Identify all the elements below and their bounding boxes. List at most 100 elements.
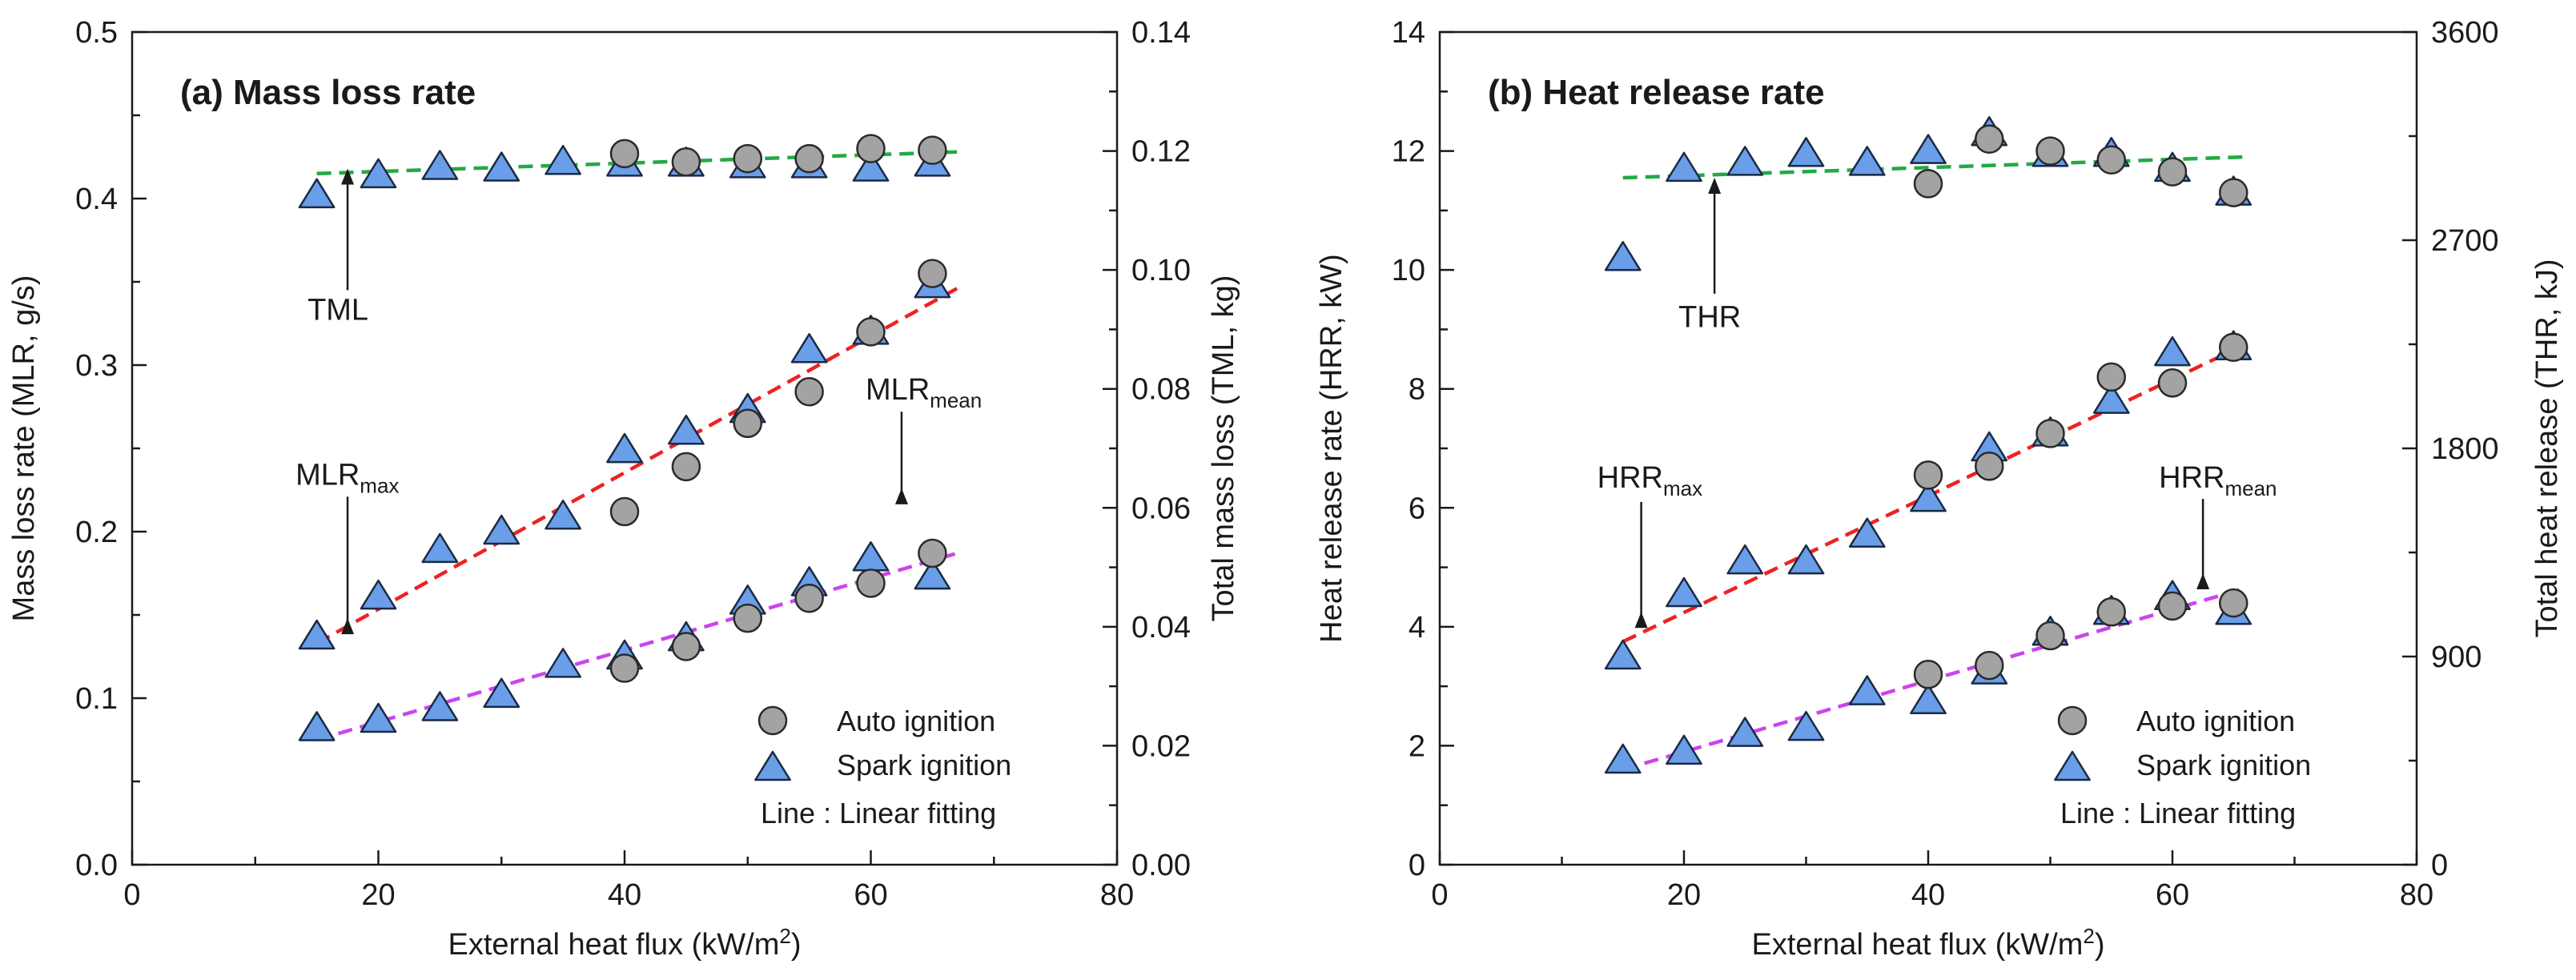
data-point-circle [1913,460,1943,490]
y2-axis-label: Total mass loss (TML, kg) [1207,275,1240,622]
y-tick-label: 0.2 [75,516,118,549]
data-point-circle [2096,145,2126,175]
tml-annotation: TML [307,293,368,327]
y-tick-label: 0.5 [75,16,118,50]
y-tick-label: 2 [1409,729,1425,763]
y-tick-label: 0.1 [75,682,118,716]
data-point-circle [733,603,762,633]
data-point-triangle [1848,517,1886,548]
y-axis-label: Heat release rate (HRR, kW) [1315,254,1348,643]
y2-tick-label: 0.08 [1131,373,1191,407]
chart-panel-b: 0 20 40 60 80024681012140900180027003600Exte… [1315,16,2564,962]
data-point-circle [1975,452,2004,481]
x-tick-label: 20 [1667,878,1701,912]
y2-tick-label: 2700 [2431,224,2499,258]
data-point-circle [2219,178,2248,207]
x-axis-label: External heat flux (kW/m2) [448,924,801,962]
data-point-circle [2035,419,2065,448]
data-point-triangle [606,432,643,464]
y2-tick-label: 3600 [2431,16,2499,50]
data-point-circle [609,496,640,527]
y-axis-label: Mass loss rate (MLR, g/s) [7,275,41,622]
data-point-circle [1913,660,1943,689]
legend-marker-triangle [754,750,791,781]
mlr-mean-annotation: MLRmean [866,373,982,412]
data-point-circle [609,139,640,169]
legend-marker-circle [758,705,788,736]
data-point-triangle [1726,544,1764,575]
data-point-triangle [1910,134,1947,164]
data-point-triangle [298,619,336,650]
data-point-triangle [1787,544,1825,575]
data-point-triangle [360,158,397,189]
y-tick-label: 10 [1392,254,1425,287]
annotation-arrowhead [1634,612,1648,629]
data-point-circle [671,452,701,482]
x-tick-label: 20 [361,878,395,912]
data-point-triangle [2154,335,2191,367]
fit-line [1622,155,2246,180]
x-tick-label: 60 [2156,878,2189,912]
data-point-triangle [1910,684,1947,714]
data-point-triangle [1604,639,1642,670]
data-point-triangle [2092,384,2130,414]
data-point-circle [794,583,824,613]
y2-tick-label: 0.12 [1131,135,1191,169]
data-point-circle [1975,650,2004,681]
data-point-triangle [421,532,459,564]
data-point-triangle [298,178,336,209]
data-point-triangle [483,677,520,709]
annotation-arrowhead [2196,573,2210,589]
data-point-circle [794,377,824,407]
data-point-triangle [1787,710,1825,741]
data-point-circle [671,632,701,661]
data-point-circle [2035,621,2065,651]
data-point-triangle [483,151,520,182]
data-point-circle [2157,368,2188,398]
y-tick-label: 8 [1409,373,1425,407]
annotation-arrowhead [341,618,355,635]
data-point-triangle [1787,137,1825,167]
x-tick-label: 40 [608,878,641,912]
legend-label: Auto ignition [2136,705,2295,737]
data-point-triangle [483,514,520,545]
data-point-triangle [298,711,336,741]
y2-tick-label: 1800 [2431,432,2499,466]
y-tick-label: 0.4 [75,183,118,216]
y-tick-label: 14 [1392,16,1425,50]
data-point-triangle [852,151,890,182]
x-tick-label: 0 [123,878,140,912]
y-tick-label: 0 [1409,849,1425,882]
data-point-circle [733,143,762,174]
y-tick-label: 0.0 [75,849,118,882]
data-point-triangle [1848,675,1886,705]
data-point-triangle [421,691,459,721]
data-point-triangle [545,648,581,678]
thr-annotation: THR [1678,301,1741,335]
x-tick-label: 40 [1911,878,1945,912]
y-tick-label: 0.3 [75,349,118,383]
y2-tick-label: 0.14 [1131,16,1191,50]
legend-note: Line : Linear fitting [2060,797,2296,829]
y2-tick-label: 0.02 [1131,729,1191,763]
y-tick-label: 4 [1409,611,1425,645]
annotation-arrowhead [341,168,355,185]
y2-tick-label: 0 [2431,849,2448,882]
y2-tick-label: 0.04 [1131,611,1191,645]
data-point-triangle [1726,146,1764,176]
data-point-triangle [545,144,581,175]
data-point-circle [2219,332,2248,362]
data-point-triangle [1604,241,1642,271]
data-point-triangle [1910,481,1947,512]
y-tick-label: 12 [1392,135,1425,169]
data-point-triangle [1604,743,1642,774]
mlr-max-annotation: MLRmax [295,458,399,497]
hrr-mean-annotation: HRRmean [2159,461,2277,500]
data-point-triangle [790,333,828,363]
legend-label: Auto ignition [837,705,995,737]
data-point-circle [1913,169,1943,199]
chart-title: (b) Heat release rate [1488,73,1825,112]
legend: Auto ignition Spark ignition Line : Linear… [754,705,1011,829]
legend-note: Line : Linear fitting [761,797,996,829]
annotation-arrowhead [894,488,908,504]
